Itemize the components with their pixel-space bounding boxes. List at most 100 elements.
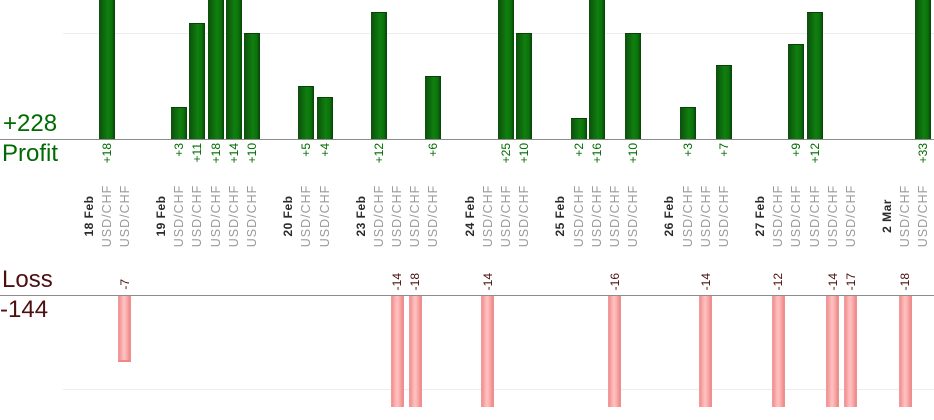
loss-value-label: -18 — [408, 272, 423, 290]
profit-plot-area — [0, 0, 934, 140]
symbol-label: USD/CHF — [571, 184, 586, 248]
profit-value-label: +5 — [299, 143, 314, 157]
date-label: 25 Feb — [553, 195, 568, 237]
symbol-label: USD/CHF — [426, 184, 441, 248]
profit-axis-caption: Profit — [2, 140, 59, 167]
profit-value-label: +9 — [789, 143, 804, 157]
loss-bar — [118, 296, 132, 362]
symbol-label: USD/CHF — [843, 184, 858, 248]
loss-bar — [481, 296, 495, 407]
symbol-label: USD/CHF — [698, 184, 713, 248]
date-label: 27 Feb — [753, 195, 768, 237]
date-label: 19 Feb — [154, 195, 169, 237]
symbol-label: USD/CHF — [607, 184, 622, 248]
profit-bar — [425, 75, 442, 139]
profit-bar — [243, 33, 260, 139]
profit-bar — [316, 96, 333, 139]
loss-total-label: -144 — [0, 296, 49, 323]
profit-value-label: +18 — [99, 143, 114, 164]
profit-bar — [370, 12, 387, 139]
profit-value-label: +7 — [716, 143, 731, 157]
profit-bar — [189, 22, 206, 139]
profit-bar — [625, 33, 641, 139]
loss-value-label: -14 — [698, 272, 713, 290]
profit-value-label: +14 — [226, 143, 241, 164]
profit-bar — [915, 0, 932, 139]
loss-gridline — [63, 389, 934, 390]
loss-value-label: -17 — [843, 272, 858, 290]
symbol-label: USD/CHF — [117, 184, 132, 248]
symbol-label: USD/CHF — [244, 184, 259, 248]
profit-bar — [498, 0, 514, 139]
profit-bar — [570, 117, 587, 139]
loss-bar — [844, 296, 858, 407]
profit-value-label: +3 — [680, 143, 695, 157]
profit-value-label: +10 — [626, 143, 640, 164]
profit-bar — [806, 12, 823, 139]
symbol-label: USD/CHF — [716, 184, 731, 248]
loss-bar — [826, 296, 840, 407]
loss-axis-caption: Loss — [2, 266, 53, 293]
symbol-label: USD/CHF — [408, 184, 423, 248]
profit-value-label: +12 — [371, 143, 386, 164]
profit-value-label: +10 — [244, 143, 259, 164]
loss-bar — [898, 296, 912, 407]
profit-bar — [588, 0, 605, 139]
profit-bar — [715, 65, 732, 139]
profit-bar — [207, 0, 224, 139]
symbol-label: USD/CHF — [680, 184, 695, 248]
loss-bar — [608, 296, 622, 407]
symbol-label: USD/CHF — [589, 184, 604, 248]
loss-value-label: -16 — [607, 272, 622, 290]
symbol-label: USD/CHF — [898, 184, 913, 248]
profit-bar — [225, 0, 242, 139]
date-label: 20 Feb — [281, 195, 296, 237]
loss-value-label: -14 — [390, 272, 405, 290]
symbol-label: USD/CHF — [299, 184, 314, 248]
date-label: 2 Mar — [880, 199, 895, 233]
profit-value-label: +4 — [317, 143, 332, 157]
loss-value-label: -14 — [480, 272, 495, 290]
symbol-label: USD/CHF — [771, 184, 786, 248]
symbol-label: USD/CHF — [825, 184, 840, 248]
symbol-label: USD/CHF — [226, 184, 241, 248]
profit-value-label: +10 — [517, 143, 532, 164]
loss-value-label: -18 — [898, 272, 913, 290]
symbol-label: USD/CHF — [789, 184, 804, 248]
profit-bar — [788, 43, 805, 139]
loss-bar — [390, 296, 404, 407]
profit-value-label: +16 — [589, 143, 604, 164]
date-label: 26 Feb — [662, 195, 677, 237]
loss-bar — [699, 296, 713, 407]
loss-bar — [408, 296, 422, 407]
profit-value-label: +2 — [571, 143, 586, 157]
profit-value-label: +6 — [426, 143, 441, 157]
symbol-label: USD/CHF — [517, 184, 532, 248]
symbol-label: USD/CHF — [499, 184, 513, 248]
profit-bar — [171, 107, 188, 139]
symbol-label: USD/CHF — [208, 184, 223, 248]
date-label: 18 Feb — [81, 195, 96, 237]
profit-value-label: +18 — [208, 143, 223, 164]
symbol-label: USD/CHF — [626, 184, 640, 248]
loss-value-label: -12 — [771, 272, 786, 290]
symbol-label: USD/CHF — [390, 184, 405, 248]
loss-value-label: -14 — [825, 272, 840, 290]
profit-value-label: +11 — [190, 143, 205, 163]
loss-plot-area — [0, 295, 934, 407]
date-label: 23 Feb — [353, 195, 368, 237]
profit-bar — [98, 0, 115, 139]
symbol-label: USD/CHF — [371, 184, 386, 248]
profit-total-label: +228 — [3, 110, 58, 137]
profit-value-label: +25 — [499, 143, 513, 164]
symbol-label: USD/CHF — [99, 184, 114, 248]
profit-value-label: +3 — [172, 143, 187, 157]
date-label: 24 Feb — [462, 195, 477, 237]
symbol-label: USD/CHF — [807, 184, 822, 248]
profit-bar — [298, 86, 315, 139]
loss-value-label: -7 — [117, 279, 132, 290]
symbol-label: USD/CHF — [190, 184, 205, 248]
profit-bar — [679, 107, 696, 139]
loss-bar — [771, 296, 785, 407]
